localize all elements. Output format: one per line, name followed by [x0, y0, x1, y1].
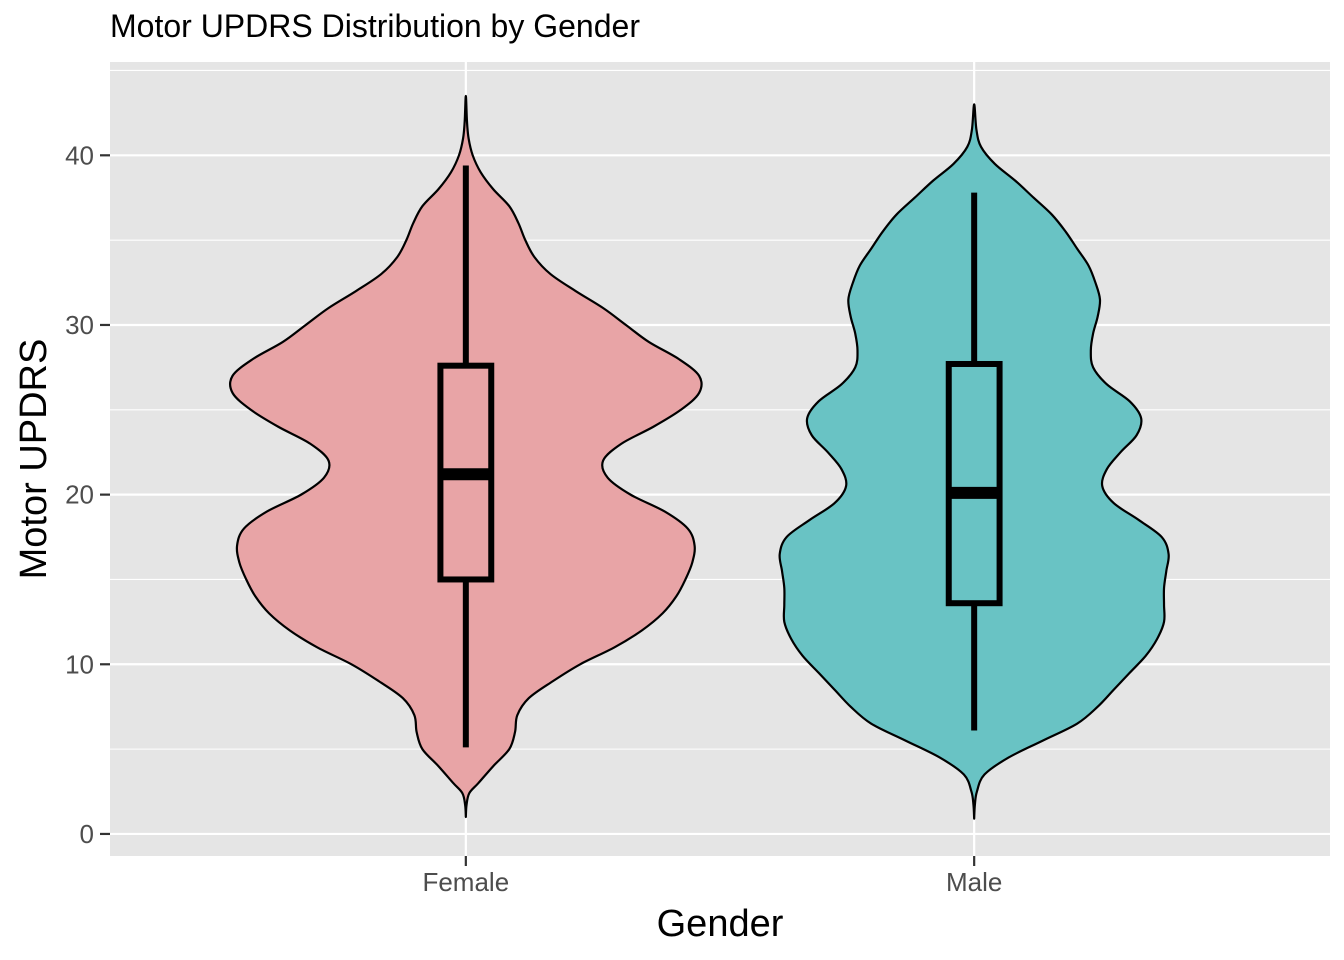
- chart-title: Motor UPDRS Distribution by Gender: [110, 8, 640, 44]
- y-tick-label: 0: [80, 819, 94, 849]
- y-axis-title: Motor UPDRS: [13, 339, 55, 580]
- boxplot-female: [437, 165, 495, 748]
- boxplots: [437, 165, 1003, 748]
- x-tick-label: Female: [422, 867, 509, 897]
- boxplot-male: [945, 192, 1003, 731]
- x-tick-label: Male: [946, 867, 1002, 897]
- y-tick-label: 20: [65, 480, 94, 510]
- y-tick-label: 30: [65, 310, 94, 340]
- axes: 0 10 20 30 40 Female Male: [65, 140, 1002, 897]
- box: [945, 360, 1003, 607]
- x-axis-title: Gender: [657, 903, 784, 945]
- violin-female: [228, 94, 703, 819]
- y-tick-label: 10: [65, 649, 94, 679]
- plot-panel: [110, 62, 1330, 856]
- y-tick-label: 40: [65, 140, 94, 170]
- violins: [228, 94, 1170, 820]
- violin-male: [778, 103, 1170, 820]
